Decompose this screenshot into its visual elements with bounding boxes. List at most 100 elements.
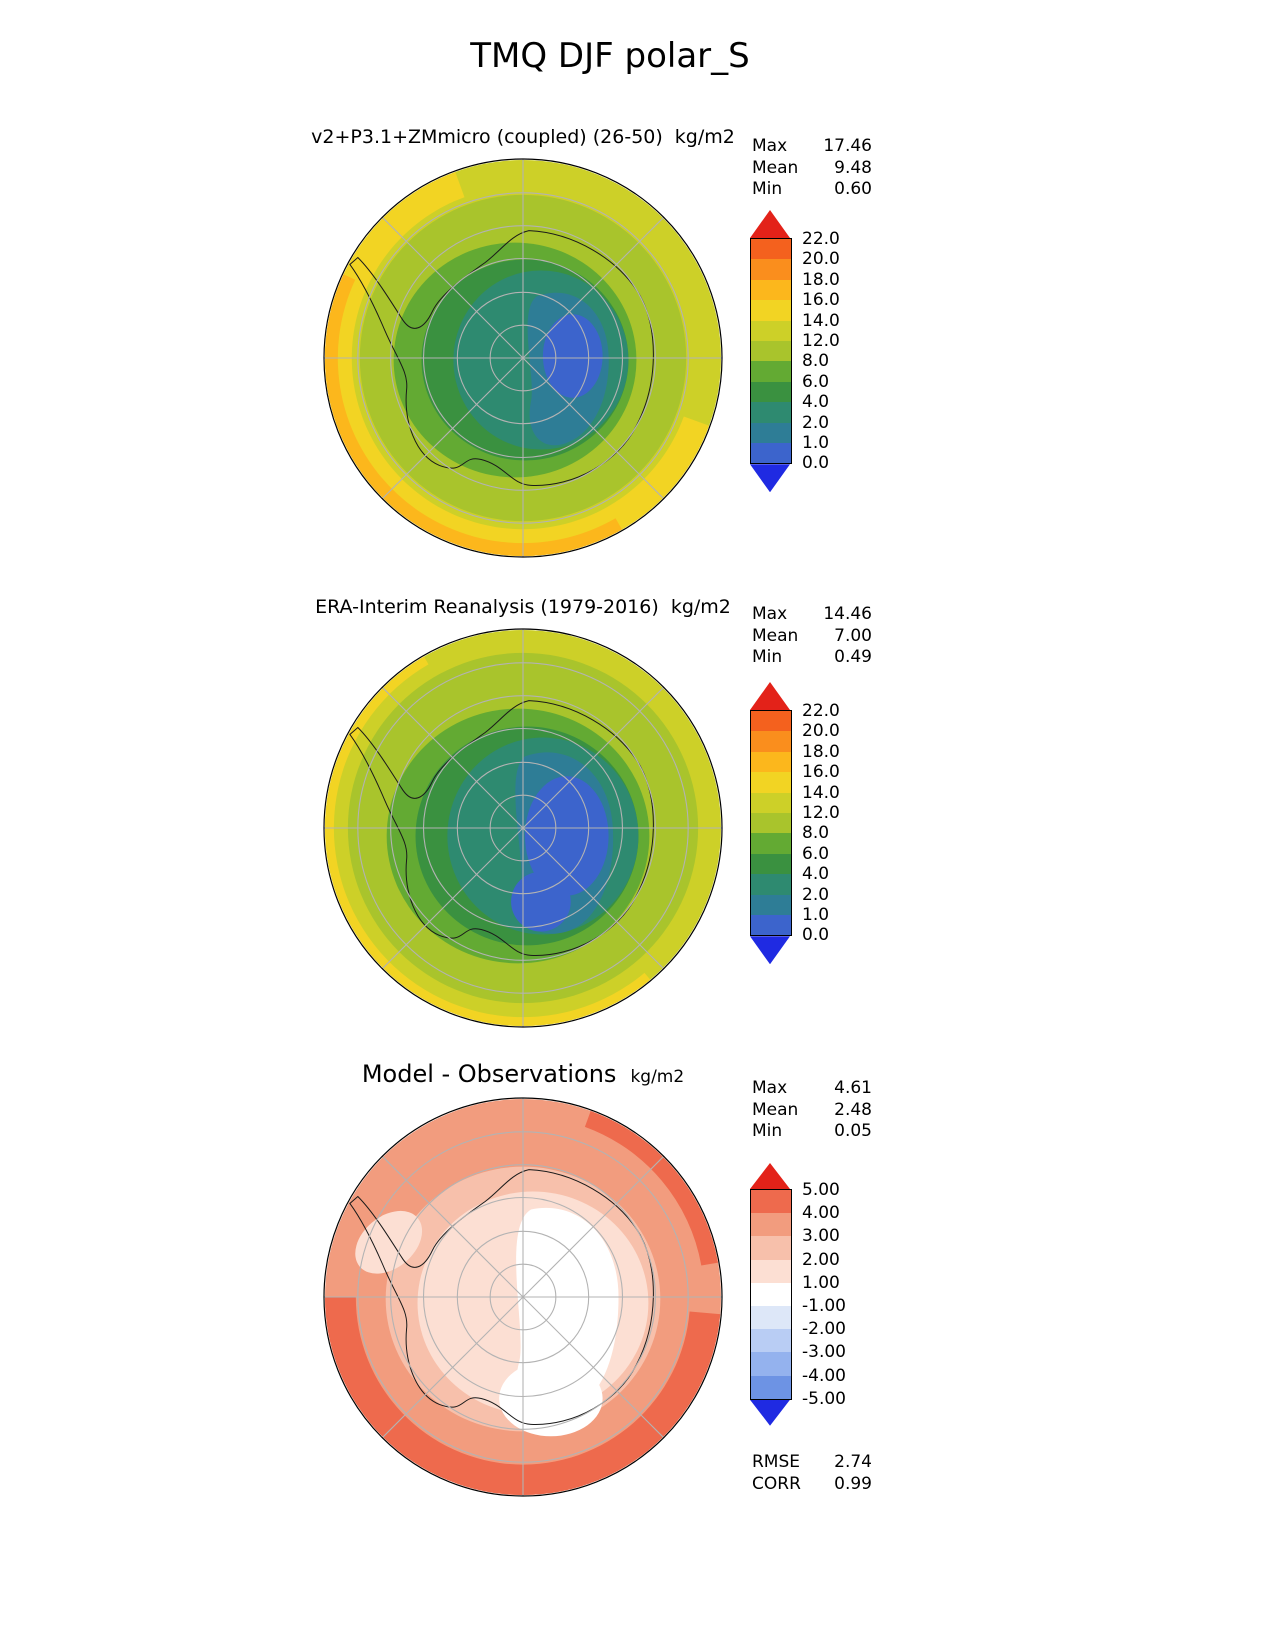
colorbar-tick-label: -5.00 [802, 1388, 846, 1409]
stat-value: 7.00 [834, 625, 872, 646]
colorbar-segment [751, 1282, 791, 1306]
colorbar-tick-label: 1.0 [802, 905, 830, 925]
colorbar-segment [751, 402, 791, 423]
panel-3-title: Model - Observations kg/m2 [243, 1060, 803, 1088]
stat-value: 0.60 [834, 179, 872, 199]
stat-row: Min 0.60 [752, 179, 872, 201]
figure-title: TMQ DJF polar_S [470, 36, 750, 76]
colorbar-upper-arrow [750, 210, 790, 238]
colorbar-segment [751, 1213, 791, 1237]
polar-map-model [323, 158, 723, 558]
colorbar-segment [751, 320, 791, 341]
colorbar-body [750, 1189, 792, 1400]
stat-row: Mean 2.48 [752, 1100, 872, 1122]
colorbar-upper-arrow [750, 682, 790, 710]
map-border [323, 1097, 723, 1497]
panel-3-title-text: Model - Observations [361, 1060, 617, 1088]
colorbar-segment [751, 1352, 791, 1376]
panel-1-title: v2+P3.1+ZMmicro (coupled) (26-50) kg/m2 [243, 126, 803, 148]
stat-label: Max [752, 1078, 788, 1098]
stat-label: CORR [752, 1473, 801, 1494]
stat-value: 14.46 [823, 604, 872, 624]
colorbar-segment [751, 300, 791, 321]
colorbar-tick-label: 18.0 [802, 269, 840, 290]
colorbar-tick-label: 2.00 [802, 1249, 840, 1270]
colorbar-segment [751, 1236, 791, 1260]
stat-value: 17.46 [823, 136, 872, 156]
colorbar-segment [751, 1190, 791, 1214]
stat-row: RMSE 2.74 [752, 1452, 872, 1474]
colorbar-tick-label: 14.0 [802, 310, 840, 331]
graticule [323, 158, 723, 558]
colorbar-tick-label: 22.0 [802, 701, 840, 721]
colorbar-segment [751, 894, 791, 915]
panel-3-stats: Max 4.61 Mean 2.48 Min 0.05 [752, 1078, 872, 1143]
colorbar-tick-label: 1.0 [802, 433, 830, 453]
stat-row: Mean 9.48 [752, 158, 872, 180]
colorbar-lower-arrow [750, 936, 790, 965]
stat-value: 9.48 [834, 157, 872, 178]
colorbar-segment [751, 279, 791, 301]
colorbar-segment [751, 833, 791, 854]
stat-value: 2.74 [834, 1452, 872, 1472]
colorbar-tick-label: 1.00 [802, 1272, 840, 1293]
stat-label: Mean [752, 625, 799, 646]
colorbar-tick-label: 20.0 [802, 721, 840, 742]
colorbar-tick-label: -2.00 [802, 1319, 846, 1340]
stat-row: Max 4.61 [752, 1078, 872, 1100]
colorbar-tick-label: 2.0 [802, 884, 830, 905]
colorbar-tick-label: 12.0 [802, 803, 840, 823]
colorbar-segment [751, 914, 791, 936]
colorbar-segment [751, 259, 791, 280]
colorbar-tick-label: 3.00 [802, 1226, 840, 1247]
polar-map-difference [323, 1097, 723, 1497]
colorbar-segment [751, 812, 791, 834]
colorbar-segment [751, 361, 791, 382]
colorbar-tick-label: 6.0 [802, 371, 830, 392]
colorbar-tick-label: 16.0 [802, 290, 840, 311]
panel-3-units-label: kg/m2 [630, 1067, 685, 1087]
colorbar-tick-label: 5.00 [802, 1180, 840, 1200]
stat-label: Mean [752, 1099, 799, 1120]
colorbar-lower-arrow [750, 464, 790, 493]
colorbar-body [750, 238, 792, 465]
stat-value: 4.61 [834, 1078, 872, 1098]
colorbar-segment [751, 1259, 791, 1283]
stat-label: Max [752, 136, 788, 156]
colorbar-segment [751, 442, 791, 464]
colorbar-tick-label: -1.00 [802, 1296, 846, 1316]
colorbar-tick-label: 0.0 [802, 453, 830, 474]
panel-2-colorbar: 22.0 20.0 18.0 16.0 14.0 12.0 8.0 6.0 4.0 2.0 1.0 0… [750, 682, 840, 965]
colorbar-tick-label: 20.0 [802, 249, 840, 270]
colorbar-lower-arrow [750, 1399, 790, 1426]
panel-1-colorbar: 22.0 20.0 18.0 16.0 14.0 12.0 8.0 6.0 4.0 2.0 1.0 0… [750, 210, 840, 493]
colorbar-segment [751, 751, 791, 773]
colorbar-segment [751, 711, 791, 732]
graticule [323, 1097, 723, 1497]
panel-3-skill-stats: RMSE 2.74 CORR 0.99 [752, 1452, 872, 1495]
colorbar-tick-label: 16.0 [802, 762, 840, 783]
panel-1-stats: Max 17.46 Mean 9.48 Min 0.60 [752, 136, 872, 201]
graticule [323, 628, 723, 1028]
colorbar-tick-label: 0.0 [802, 925, 830, 946]
panel-2-title-text: ERA-Interim Reanalysis (1979-2016) [315, 596, 659, 618]
colorbar-segment [751, 853, 791, 875]
colorbar-segment [751, 239, 791, 260]
stat-row: Max 14.46 [752, 604, 872, 626]
colorbar-tick-label: 8.0 [802, 351, 830, 372]
colorbar-segment [751, 731, 791, 752]
colorbar-segment [751, 381, 791, 403]
colorbar-tick-label: -3.00 [802, 1342, 846, 1363]
panel-2-stats: Max 14.46 Mean 7.00 Min 0.49 [752, 604, 872, 669]
colorbar-tick-label: 14.0 [802, 782, 840, 803]
colorbar-tick-label: 4.0 [802, 864, 830, 885]
colorbar-tick-label: 6.0 [802, 843, 830, 864]
map-border [323, 158, 723, 558]
colorbar-segment [751, 772, 791, 793]
stat-row: Min 0.49 [752, 647, 872, 669]
stat-value: 0.99 [834, 1473, 872, 1494]
panel-3-colorbar: 5.00 4.00 3.00 2.00 1.00 -1.00 -2.00 -3.00 -4.00… [750, 1163, 846, 1426]
polar-map-reanalysis [323, 628, 723, 1028]
colorbar-upper-arrow [750, 1163, 790, 1189]
